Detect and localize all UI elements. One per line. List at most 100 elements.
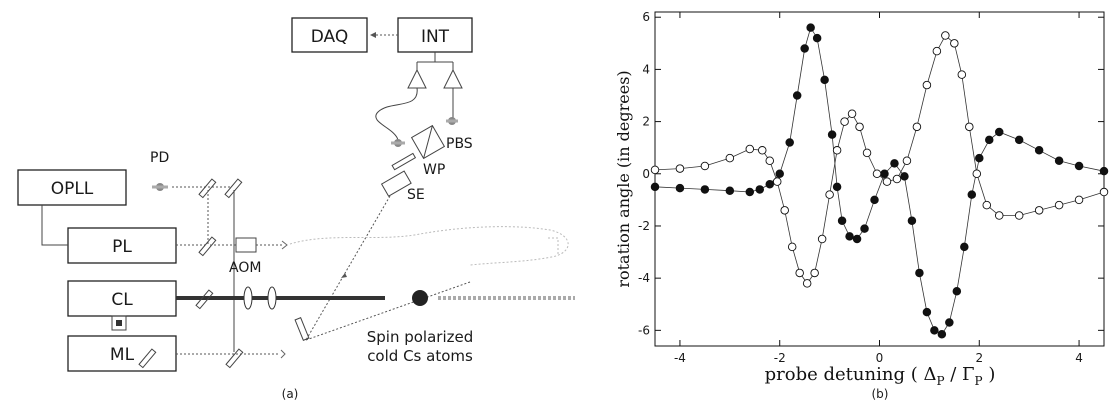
open-data-point bbox=[1099, 187, 1109, 197]
filled-data-point bbox=[806, 23, 815, 32]
daq-box bbox=[291, 17, 368, 53]
plot-frame bbox=[654, 11, 1105, 347]
lens-icon bbox=[267, 286, 277, 310]
cl-label: CL bbox=[111, 290, 133, 310]
open-data-point bbox=[922, 80, 932, 90]
amplifier-icon bbox=[443, 68, 463, 89]
faint-block bbox=[548, 237, 559, 256]
arrowhead bbox=[370, 32, 376, 38]
open-data-point bbox=[957, 70, 967, 79]
pd-label: PD bbox=[150, 150, 169, 166]
filled-data-point bbox=[930, 326, 939, 335]
open-data-point bbox=[912, 122, 922, 132]
setup-diagram: DAQ INT PBS WP SE bbox=[17, 17, 575, 401]
x-axis-label-gamma: Γ bbox=[962, 364, 975, 385]
filled-data-point bbox=[1014, 135, 1024, 145]
wp-label: WP bbox=[423, 162, 445, 178]
filled-data-point bbox=[1099, 166, 1109, 176]
open-data-point bbox=[950, 39, 959, 48]
int-box bbox=[397, 17, 473, 53]
filled-data-point bbox=[994, 127, 1004, 137]
filled-data-point bbox=[967, 190, 977, 199]
opll-label: OPLL bbox=[51, 179, 94, 199]
filled-data-point bbox=[820, 75, 829, 85]
atoms-label-line2: cold Cs atoms bbox=[367, 347, 473, 365]
series-points bbox=[650, 23, 1109, 339]
rotation-chart: -4 -2 0 2 4 -6 -4 -2 0 2 4 6 rotation angle (in deg… bbox=[614, 10, 1109, 401]
filled-data-point bbox=[900, 172, 909, 181]
sample-element bbox=[380, 170, 412, 197]
open-data-point bbox=[795, 268, 804, 278]
filled-data-point bbox=[755, 185, 765, 194]
aom-label: AOM bbox=[229, 260, 261, 276]
lens-icon bbox=[243, 286, 253, 310]
x-tick-label: 4 bbox=[1075, 351, 1083, 365]
open-data-point bbox=[892, 174, 902, 184]
filled-data-point bbox=[870, 195, 879, 205]
x-axis-label-sub: P bbox=[975, 374, 983, 388]
y-tick-label: -6 bbox=[638, 323, 650, 337]
open-data-point bbox=[982, 200, 992, 210]
filled-data-point bbox=[827, 130, 837, 139]
pl-label: PL bbox=[112, 237, 132, 257]
open-data-point bbox=[650, 165, 660, 175]
series-1-line bbox=[654, 26, 1105, 335]
open-data-point bbox=[932, 46, 942, 56]
photodiode-icon bbox=[152, 183, 168, 191]
ml-label: ML bbox=[110, 345, 135, 365]
filled-data-point bbox=[792, 91, 802, 100]
open-data-point bbox=[1054, 200, 1064, 210]
y-axis-label: rotation angle (in degrees) bbox=[614, 70, 633, 287]
x-axis-label-close: ) bbox=[983, 364, 996, 385]
arrowhead bbox=[281, 240, 288, 250]
filled-data-point bbox=[775, 169, 784, 179]
filled-data-point bbox=[765, 179, 774, 189]
pl-box bbox=[67, 227, 177, 264]
open-data-point bbox=[1034, 206, 1044, 215]
wave-plate bbox=[391, 152, 417, 171]
axis-ticks: -4 -2 0 2 4 -6 -4 -2 0 2 4 6 bbox=[638, 10, 1104, 365]
open-data-point bbox=[675, 164, 685, 173]
x-axis-label: probe detuning ( ΔP / ΓP ) bbox=[765, 364, 996, 388]
x-tick-label: -4 bbox=[674, 351, 686, 365]
open-data-point bbox=[725, 153, 735, 163]
cl-box bbox=[67, 280, 177, 317]
filled-data-point bbox=[837, 216, 847, 225]
open-data-point bbox=[941, 31, 950, 40]
filled-data-point bbox=[832, 182, 842, 192]
open-data-point bbox=[1074, 195, 1084, 205]
opll-box bbox=[17, 169, 127, 206]
filled-data-point bbox=[922, 307, 932, 317]
open-data-point bbox=[972, 169, 982, 179]
open-data-point bbox=[758, 146, 767, 155]
filled-data-point bbox=[725, 186, 735, 195]
open-data-point bbox=[745, 144, 755, 154]
filled-data-point bbox=[845, 232, 854, 241]
open-data-point bbox=[872, 169, 882, 179]
open-data-point bbox=[1014, 211, 1024, 220]
x-axis-label-text: probe detuning ( bbox=[765, 364, 924, 385]
pbs-label: PBS bbox=[446, 136, 473, 152]
probe-beam-in bbox=[305, 281, 471, 341]
panel-b-caption: (b) bbox=[872, 387, 889, 401]
filled-data-point bbox=[1034, 146, 1044, 155]
shutter-mark bbox=[116, 320, 122, 326]
x-axis-label-sub: P bbox=[936, 374, 944, 388]
open-data-point bbox=[855, 122, 864, 132]
y-tick-label: -4 bbox=[638, 271, 650, 285]
filled-data-point bbox=[650, 182, 660, 192]
filled-data-point bbox=[852, 234, 862, 244]
se-label: SE bbox=[407, 187, 425, 203]
mirror-icon bbox=[195, 289, 214, 310]
filled-data-point bbox=[952, 286, 962, 296]
filled-data-point bbox=[880, 169, 889, 179]
filled-data-point bbox=[975, 153, 984, 163]
ml-box bbox=[67, 335, 177, 372]
series-2-line bbox=[654, 34, 1105, 285]
filled-data-point bbox=[675, 183, 685, 193]
filled-data-point bbox=[745, 187, 755, 197]
mirror-icon bbox=[198, 236, 217, 257]
open-data-point bbox=[765, 156, 774, 165]
y-tick-label: 2 bbox=[642, 115, 650, 129]
open-data-point bbox=[832, 146, 842, 155]
